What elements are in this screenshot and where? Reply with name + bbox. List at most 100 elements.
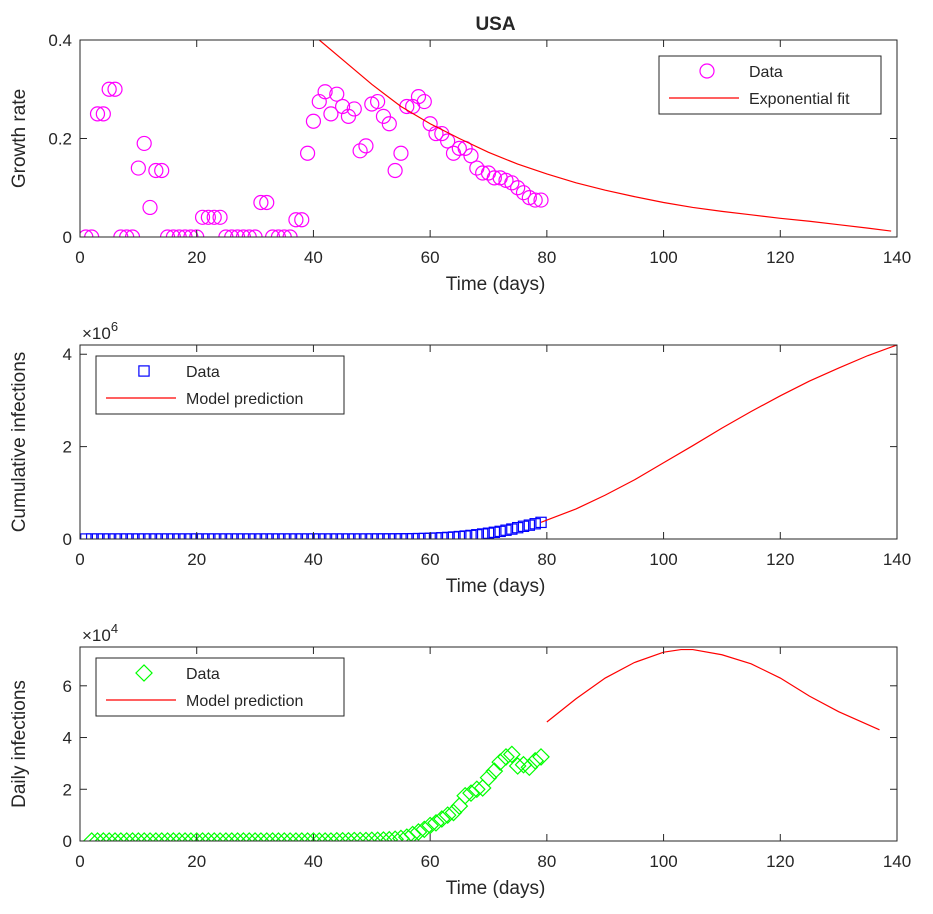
legend: Data Exponential fit [658, 55, 882, 115]
data-point [113, 229, 129, 237]
data-point [173, 533, 185, 539]
data-point [272, 533, 285, 539]
data-point [506, 523, 518, 535]
data-point [167, 533, 180, 539]
legend-label: Model prediction [186, 391, 303, 408]
data-point [354, 533, 366, 539]
data-point [476, 528, 489, 539]
data-point [301, 533, 314, 539]
data-point [135, 832, 154, 841]
data-point [336, 533, 349, 539]
chart-panel-1: 0 20 40 60 80 100 120 140 0 0.2 0.4 Time (days) Grow… [9, 14, 911, 295]
data-point [247, 229, 263, 237]
data-point [214, 533, 226, 539]
chart-title: USA [475, 14, 515, 35]
data-point [502, 745, 521, 764]
data-point [292, 832, 311, 841]
data-point [148, 162, 164, 179]
data-point [97, 533, 110, 539]
data-point [346, 101, 362, 117]
data-point [132, 533, 145, 539]
data-point [467, 780, 486, 799]
data-point [430, 532, 442, 539]
data-point [287, 832, 305, 841]
data-point [465, 529, 477, 539]
data-point [264, 229, 281, 237]
data-point [374, 831, 393, 841]
data-point [222, 832, 241, 841]
y-axis-label: Daily infections [9, 680, 30, 808]
axes-box [79, 646, 898, 842]
data-point [117, 832, 136, 841]
y-axis-label: Cumulative infections [9, 352, 30, 533]
data-point [504, 175, 520, 191]
data-point [329, 86, 345, 102]
data-point [485, 762, 504, 781]
fit-line [318, 40, 892, 232]
data-point [159, 229, 176, 237]
data-point [138, 533, 150, 539]
data-point [211, 832, 229, 841]
data-point [523, 519, 536, 531]
data-point [488, 526, 501, 539]
fit-line [546, 648, 880, 731]
data-point [282, 229, 298, 237]
data-point [527, 192, 543, 208]
x-tick-label: 60 [421, 852, 440, 871]
x-tick-label: 60 [421, 550, 440, 569]
data-point [348, 533, 360, 539]
data-point [515, 185, 532, 201]
legend-marker-swatch [135, 664, 153, 682]
data-point [453, 530, 466, 539]
data-point [304, 832, 323, 841]
data-point [235, 229, 251, 237]
data-point [358, 138, 374, 154]
x-tick-label: 80 [537, 550, 556, 569]
data-point [438, 806, 457, 825]
y-tick-label: 2 [63, 438, 72, 457]
data-point [432, 810, 451, 828]
legend: Data Model prediction [95, 657, 345, 717]
data-point [253, 194, 269, 211]
legend-label: Model prediction [186, 693, 303, 710]
data-point [141, 832, 159, 841]
data-point [294, 212, 310, 228]
data-point [421, 816, 440, 835]
data-point [194, 209, 211, 225]
x-tick-label: 20 [187, 550, 206, 569]
data-point [228, 832, 247, 841]
data-point [80, 229, 94, 237]
data-point [119, 229, 135, 237]
data-point [226, 533, 238, 539]
data-point [517, 520, 530, 532]
data-point [85, 533, 98, 539]
data-point [94, 832, 113, 841]
legend-label: Data [749, 64, 783, 81]
data-point [511, 521, 524, 534]
x-tick-label: 120 [766, 248, 794, 267]
data-point [103, 533, 115, 539]
data-point [319, 533, 331, 539]
y-tick-label: 2 [63, 780, 72, 799]
data-point [89, 106, 106, 122]
x-tick-label: 100 [649, 550, 677, 569]
data-point [410, 89, 427, 105]
data-point [208, 533, 220, 539]
data-point [187, 832, 206, 841]
data-point [91, 533, 104, 539]
data-point [351, 831, 370, 841]
x-tick-label: 40 [304, 248, 323, 267]
data-point [296, 533, 308, 539]
data-point [532, 748, 550, 766]
data-point [520, 758, 539, 777]
data-point [362, 831, 381, 841]
x-axis-label: Time (days) [446, 878, 546, 899]
data-point [479, 768, 498, 787]
x-tick-label: 100 [649, 248, 677, 267]
plot-area [82, 648, 880, 841]
data-point [494, 525, 506, 538]
data-point [246, 832, 264, 841]
data-point [491, 753, 510, 772]
data-point [510, 180, 526, 196]
